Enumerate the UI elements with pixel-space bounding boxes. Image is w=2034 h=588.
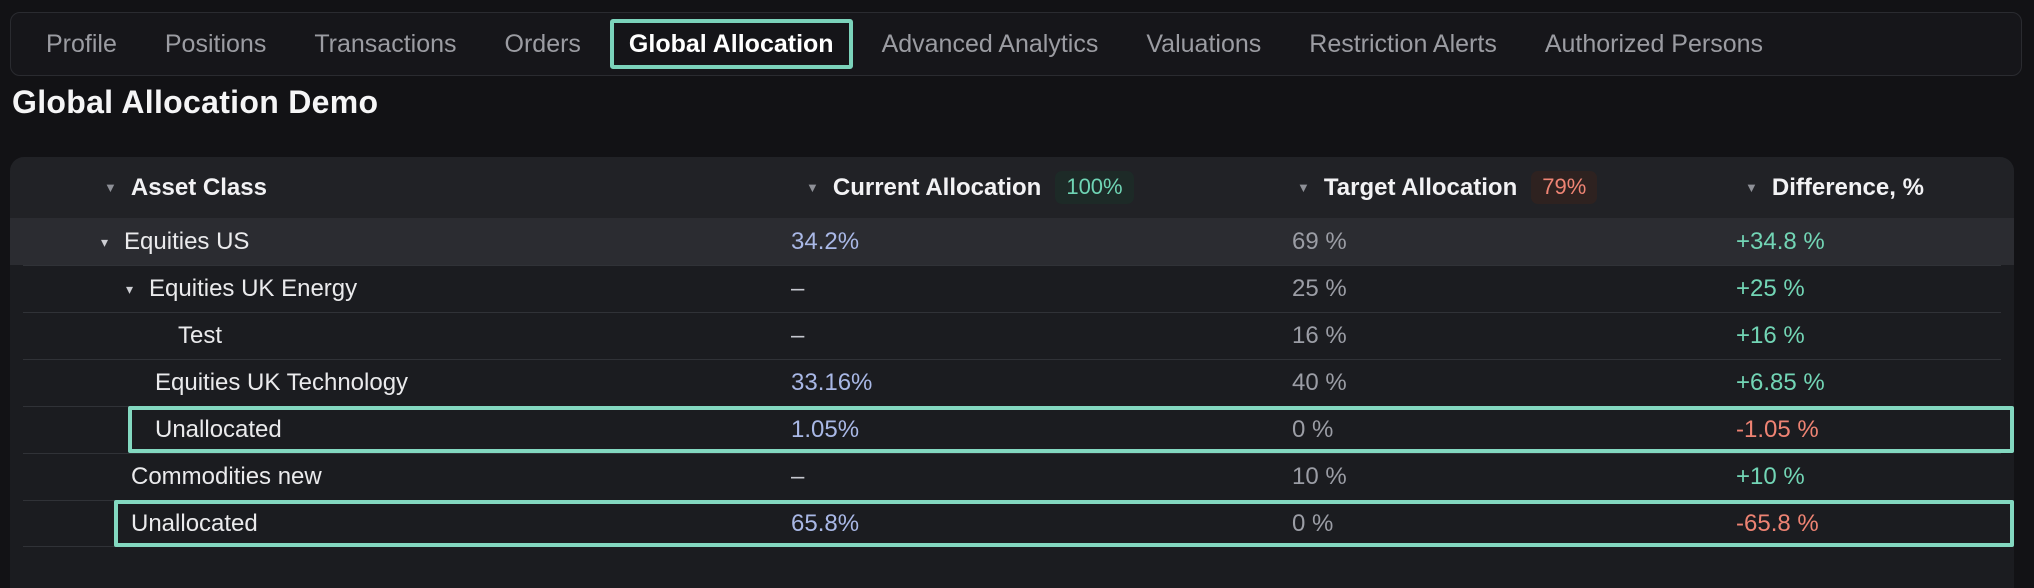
target-allocation-value: 69 % — [1292, 228, 1347, 255]
asset-class-name: Test — [178, 322, 223, 349]
tab-bar: Profile Positions Transactions Orders Gl… — [10, 12, 2022, 76]
difference-value: +6.85 % — [1736, 369, 1825, 396]
asset-class-cell: Test — [178, 312, 222, 359]
target-allocation-value: 0 % — [1292, 510, 1334, 537]
collapse-icon[interactable]: ▾ — [101, 233, 109, 250]
tab-valuations[interactable]: Valuations — [1146, 29, 1262, 58]
asset-class-cell: ▾ Equities UK Energy — [126, 265, 357, 312]
asset-class-name: Equities US — [124, 228, 250, 255]
tab-orders[interactable]: Orders — [504, 29, 581, 58]
target-allocation-value: 40 % — [1292, 369, 1347, 396]
target-allocation-value: 16 % — [1292, 322, 1347, 349]
tab-positions[interactable]: Positions — [164, 29, 267, 58]
current-allocation-value: 65.8% — [791, 510, 860, 537]
sort-desc-icon[interactable]: ▼ — [1297, 180, 1310, 195]
table-row-test[interactable]: Test – 16 % +16 % — [10, 312, 2014, 359]
tab-restriction-alerts[interactable]: Restriction Alerts — [1309, 29, 1497, 58]
asset-class-name: Unallocated — [155, 416, 282, 443]
current-allocation-value: – — [791, 463, 805, 490]
current-allocation-value: 34.2% — [791, 228, 860, 255]
asset-class-name: Commodities new — [131, 463, 322, 490]
current-total-badge: 100% — [1055, 171, 1134, 204]
asset-class-cell: ▾ Equities US — [101, 218, 249, 265]
table-row-equities-uk-energy[interactable]: ▾ Equities UK Energy – 25 % +25 % — [10, 265, 2014, 312]
asset-class-cell: Equities UK Technology — [155, 359, 408, 406]
page-title: Global Allocation Demo — [12, 84, 379, 120]
current-allocation-value: – — [791, 322, 805, 349]
column-label: Asset Class — [130, 173, 267, 201]
column-header-difference[interactable]: ▼ Difference, % — [1745, 157, 1924, 218]
table-row-equities-uk-technology[interactable]: Equities UK Technology 33.16% 40 % +6.85… — [10, 359, 2014, 406]
column-label: Target Allocation — [1323, 173, 1518, 201]
difference-value: -65.8 % — [1736, 510, 1819, 537]
column-label: Current Allocation — [832, 173, 1042, 201]
current-allocation-value: 33.16% — [791, 369, 873, 396]
sort-desc-icon[interactable]: ▼ — [1745, 180, 1758, 195]
column-header-current-allocation[interactable]: ▼ Current Allocation 100% — [806, 157, 1134, 218]
target-allocation-value: 10 % — [1292, 463, 1347, 490]
asset-class-cell: Commodities new — [131, 453, 322, 500]
selection-outline — [114, 500, 2014, 547]
table-row-unallocated-2[interactable]: Unallocated 65.8% 0 % -65.8 % — [10, 500, 2014, 547]
sort-desc-icon[interactable]: ▼ — [806, 180, 819, 195]
table-header: ▼ Asset Class ▼ Current Allocation 100% … — [10, 157, 2014, 218]
tab-advanced-analytics[interactable]: Advanced Analytics — [881, 29, 1099, 58]
difference-value: -1.05 % — [1736, 416, 1819, 443]
target-allocation-value: 25 % — [1292, 275, 1347, 302]
tab-transactions[interactable]: Transactions — [314, 29, 457, 58]
column-header-target-allocation[interactable]: ▼ Target Allocation 79% — [1297, 157, 1598, 218]
target-allocation-value: 0 % — [1292, 416, 1334, 443]
difference-value: +34.8 % — [1736, 228, 1825, 255]
difference-value: +16 % — [1736, 322, 1805, 349]
asset-class-name: Equities UK Energy — [149, 275, 358, 302]
target-total-badge: 79% — [1531, 171, 1598, 204]
sort-desc-icon[interactable]: ▼ — [104, 180, 117, 195]
asset-class-cell: Unallocated — [155, 406, 282, 453]
table-row-commodities-new[interactable]: Commodities new – 10 % +10 % — [10, 453, 2014, 500]
asset-class-name: Equities UK Technology — [155, 369, 409, 396]
tab-global-allocation[interactable]: Global Allocation — [609, 19, 853, 69]
current-allocation-value: – — [791, 275, 805, 302]
collapse-icon[interactable]: ▾ — [126, 280, 134, 297]
current-allocation-value: 1.05% — [791, 416, 860, 443]
table-row-equities-us[interactable]: ▾ Equities US 34.2% 69 % +34.8 % — [10, 218, 2014, 265]
column-label: Difference, % — [1771, 173, 1924, 201]
table-row-unallocated-1[interactable]: Unallocated 1.05% 0 % -1.05 % — [10, 406, 2014, 453]
selection-outline — [128, 406, 2014, 453]
column-header-asset-class[interactable]: ▼ Asset Class — [104, 157, 267, 218]
asset-class-name: Unallocated — [131, 510, 258, 537]
allocation-table: ▼ Asset Class ▼ Current Allocation 100% … — [10, 157, 2014, 588]
tab-profile[interactable]: Profile — [46, 29, 117, 58]
difference-value: +10 % — [1736, 463, 1805, 490]
difference-value: +25 % — [1736, 275, 1805, 302]
tab-authorized-persons[interactable]: Authorized Persons — [1544, 29, 1764, 58]
asset-class-cell: Unallocated — [131, 500, 258, 547]
